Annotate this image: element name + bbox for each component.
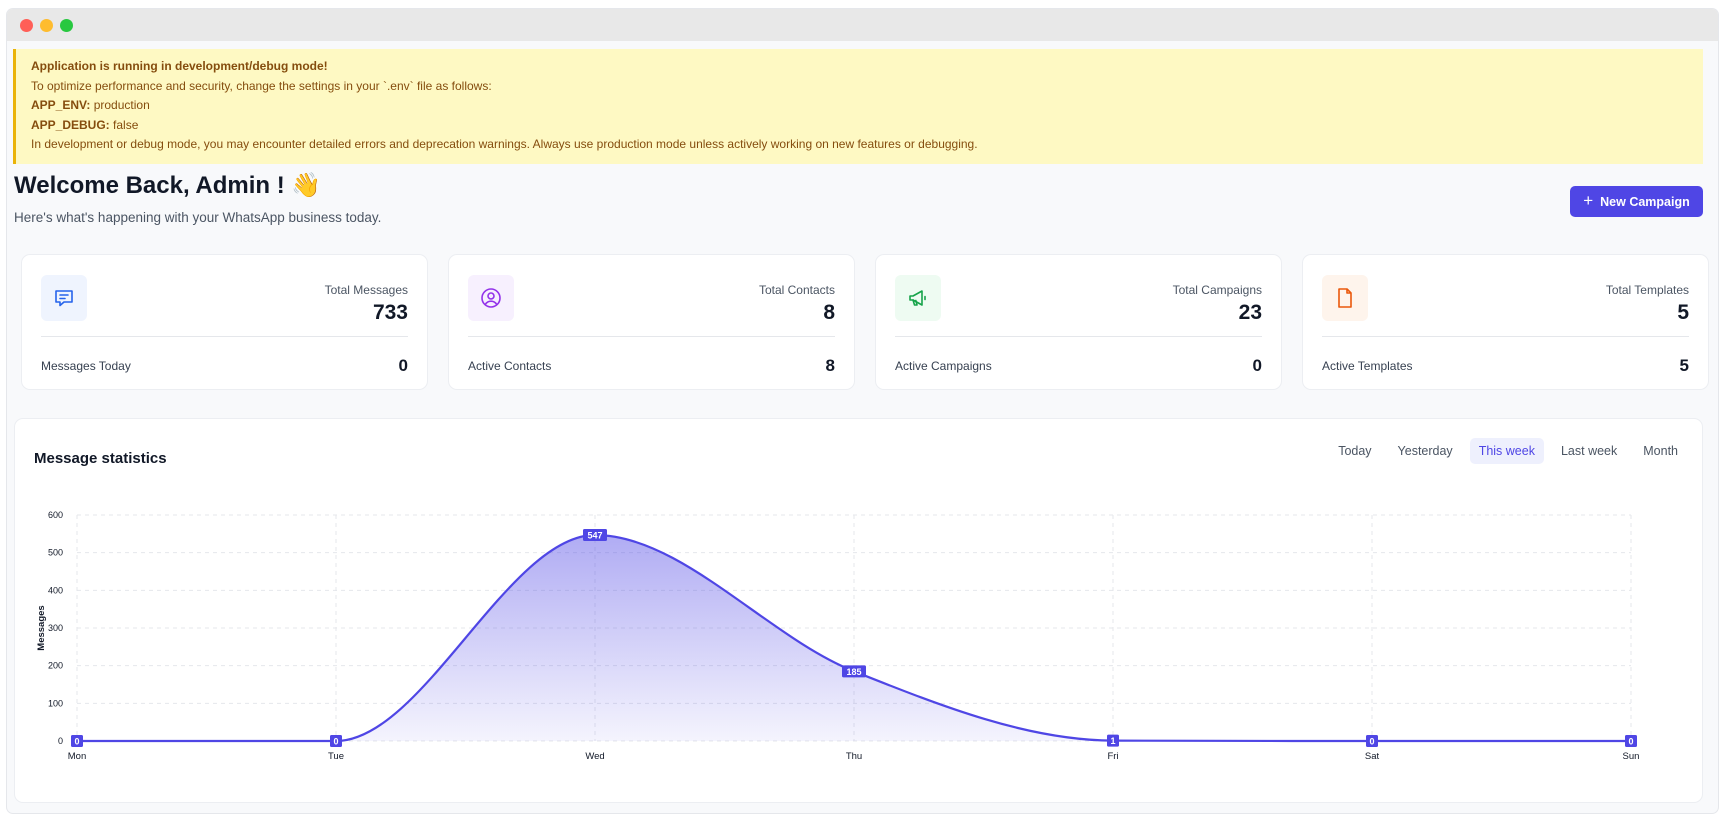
close-window-button[interactable] — [20, 19, 33, 32]
x-tick-label: Sun — [1623, 751, 1640, 762]
tab-last-week[interactable]: Last week — [1560, 444, 1618, 458]
data-label-box — [583, 528, 607, 541]
x-tick-label: Tue — [328, 751, 344, 762]
card-sublabel: Active Campaigns — [895, 359, 992, 373]
series-area — [77, 534, 1631, 741]
tab-yesterday[interactable]: Yesterday — [1397, 444, 1453, 458]
tab-today[interactable]: Today — [1338, 444, 1372, 458]
data-label-box — [1107, 734, 1119, 747]
minimize-window-button[interactable] — [40, 19, 53, 32]
alert-line: To optimize performance and security, ch… — [31, 78, 492, 93]
card-label: Total Messages — [324, 283, 408, 297]
card-value: 733 — [372, 301, 408, 324]
env-value: production — [93, 98, 150, 112]
tab-this-week[interactable]: This week — [1469, 438, 1544, 464]
card-subvalue: 8 — [825, 356, 835, 375]
megaphone-icon — [895, 275, 941, 321]
y-tick-label: 500 — [48, 548, 63, 558]
card-sublabel: Active Contacts — [468, 359, 552, 373]
message-statistics-panel: Message statistics Today Yesterday This … — [14, 418, 1703, 803]
x-tick-label: Fri — [1107, 751, 1118, 762]
plus-icon: + — [1583, 191, 1594, 210]
chat-icon — [41, 275, 87, 321]
data-label-box — [330, 735, 342, 747]
data-label: 0 — [333, 737, 338, 747]
stat-card-messages: Total Messages 733 Messages Today 0 — [21, 254, 428, 390]
data-label-box — [842, 665, 866, 678]
y-tick-label: 200 — [48, 661, 63, 671]
data-label: 185 — [846, 667, 861, 677]
card-value: 8 — [823, 301, 835, 324]
data-label-box — [71, 735, 83, 747]
alert-line: In development or debug mode, you may en… — [31, 137, 978, 151]
new-campaign-button[interactable]: + New Campaign — [1570, 186, 1703, 217]
divider — [895, 336, 1262, 337]
title-bar — [7, 9, 1718, 41]
data-label: 0 — [1628, 737, 1633, 747]
alert-title: Application is running in development/de… — [31, 59, 328, 73]
user-circle-icon — [468, 275, 514, 321]
env-key: APP_ENV: — [31, 98, 91, 112]
y-tick-label: 300 — [48, 623, 63, 633]
x-tick-label: Wed — [585, 751, 604, 762]
card-value: 5 — [1677, 301, 1689, 324]
y-tick-label: 0 — [58, 736, 63, 746]
card-sublabel: Messages Today — [41, 359, 131, 373]
tab-month[interactable]: Month — [1643, 444, 1678, 458]
divider — [468, 336, 835, 337]
data-label-box — [1366, 735, 1378, 747]
divider — [41, 336, 408, 337]
card-label: Total Contacts — [758, 283, 835, 297]
document-icon — [1322, 275, 1368, 321]
card-subvalue: 0 — [398, 356, 408, 375]
card-subvalue: 0 — [1252, 356, 1262, 375]
data-label: 0 — [1369, 737, 1374, 747]
data-label: 0 — [74, 737, 79, 747]
page-subtitle: Here's what's happening with your WhatsA… — [14, 210, 382, 225]
x-tick-label: Sat — [1365, 751, 1380, 762]
card-value: 23 — [1238, 301, 1262, 324]
stat-card-campaigns: Total Campaigns 23 Active Campaigns 0 — [875, 254, 1282, 390]
card-label: Total Templates — [1605, 283, 1689, 297]
data-label: 547 — [587, 530, 602, 540]
y-tick-label: 100 — [48, 698, 63, 708]
y-tick-label: 400 — [48, 585, 63, 595]
divider — [1322, 336, 1689, 337]
x-tick-label: Mon — [68, 751, 86, 762]
card-subvalue: 5 — [1679, 356, 1689, 375]
page-title: Welcome Back, Admin ! 👋 — [14, 172, 322, 199]
data-label: 1 — [1110, 736, 1115, 746]
data-label-box — [1625, 735, 1637, 747]
debug-value: false — [113, 117, 139, 132]
card-sublabel: Active Templates — [1322, 359, 1413, 373]
y-tick-label: 600 — [48, 510, 63, 520]
stats-title: Message statistics — [34, 450, 167, 467]
stat-card-templates: Total Templates 5 Active Templates 5 — [1302, 254, 1709, 390]
card-label: Total Campaigns — [1172, 283, 1262, 297]
new-campaign-label: New Campaign — [1600, 194, 1690, 209]
period-tabs: Today Yesterday This week Last week Mont… — [1329, 438, 1687, 464]
y-axis-label: Messages — [36, 605, 47, 650]
x-tick-label: Thu — [846, 751, 862, 762]
stat-card-contacts: Total Contacts 8 Active Contacts 8 — [448, 254, 855, 390]
debug-key: APP_DEBUG: — [31, 117, 110, 132]
maximize-window-button[interactable] — [60, 19, 73, 32]
debug-mode-alert: Application is running in development/de… — [13, 49, 1703, 164]
